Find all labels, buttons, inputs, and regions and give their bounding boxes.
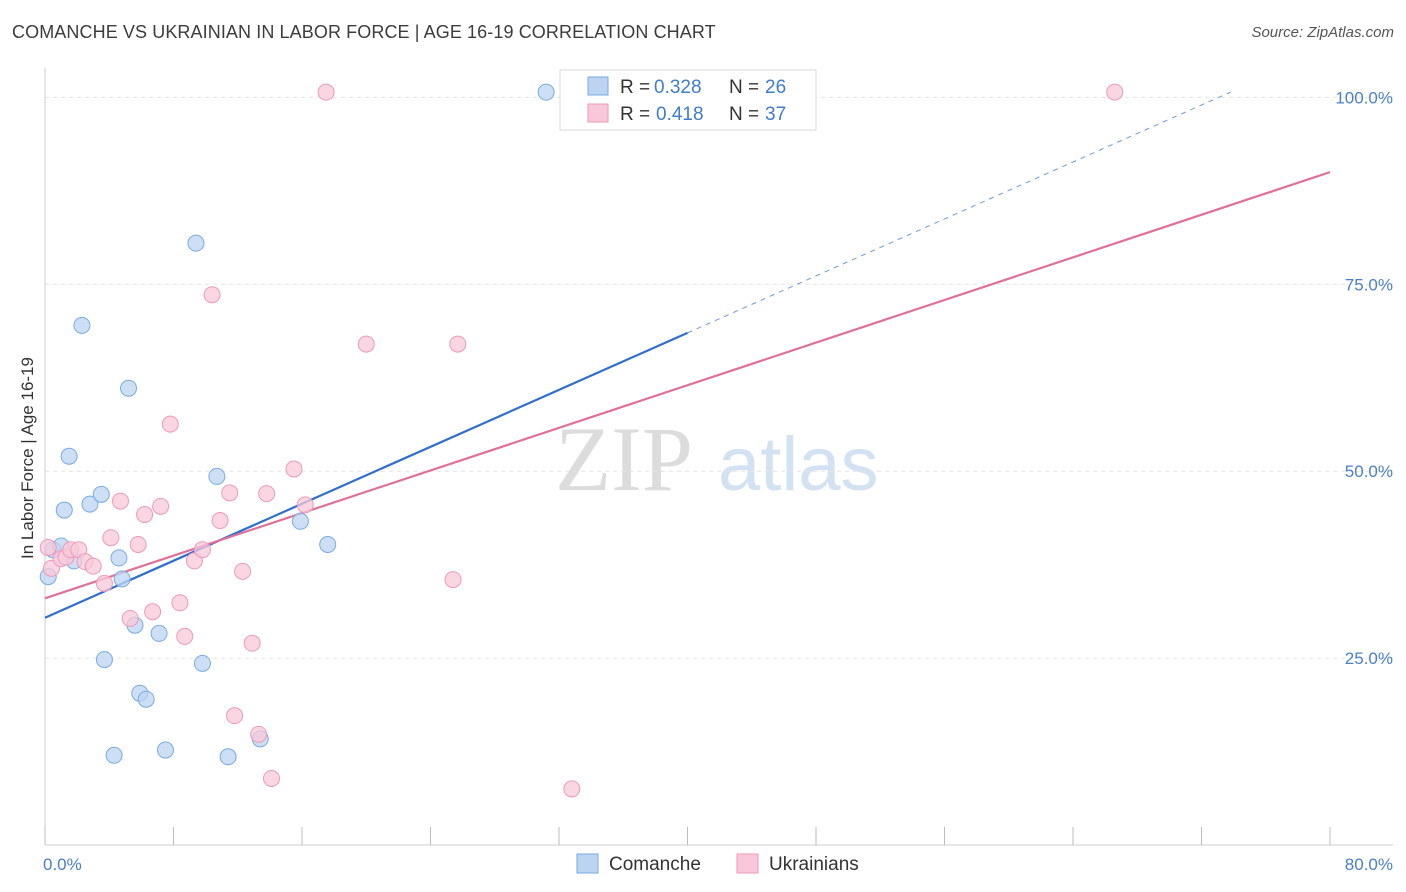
- stats-n-value-ukrainians: 37: [765, 104, 786, 125]
- point-0-10: [105, 746, 123, 764]
- point-1-22: [211, 512, 229, 530]
- point-0-7: [81, 495, 99, 513]
- trend-lines: [44, 91, 1331, 619]
- y-tick-label-25: 25.0%: [1345, 649, 1393, 668]
- point-1-12: [129, 535, 147, 553]
- point-1-28: [258, 485, 276, 503]
- axes: [44, 68, 1393, 846]
- trend-line-1: [44, 171, 1331, 600]
- point-1-25: [234, 562, 252, 580]
- point-0-8: [92, 485, 110, 503]
- point-0-13: [120, 379, 138, 397]
- point-0-20: [193, 654, 211, 672]
- point-0-12: [113, 570, 131, 588]
- stats-legend: R = 0.328 N = 26 R = 0.418 N = 37: [559, 69, 817, 131]
- stats-r-value-ukrainians: 0.418: [656, 104, 704, 125]
- stats-r-value-comanche: 0.328: [654, 77, 702, 98]
- y-tick-label-100: 100.0%: [1335, 88, 1393, 107]
- point-0-22: [219, 748, 237, 766]
- point-0-25: [319, 535, 337, 553]
- point-1-8: [95, 574, 113, 592]
- legend-swatch-comanche: [576, 853, 599, 874]
- data-points: [39, 83, 1124, 798]
- series-legend: Comanche Ukrainians: [576, 853, 859, 875]
- point-1-9: [102, 529, 120, 547]
- point-1-31: [296, 496, 314, 514]
- y-tick-label-75: 75.0%: [1345, 275, 1393, 294]
- legend-label-comanche: Comanche: [609, 854, 701, 875]
- stats-r-label-comanche: R =: [620, 77, 650, 98]
- point-0-21: [208, 467, 226, 485]
- stats-n-value-comanche: 26: [765, 77, 786, 98]
- point-0-18: [156, 741, 174, 759]
- point-1-18: [176, 627, 194, 645]
- trend-line-0: [44, 331, 688, 619]
- stats-swatch-ukrainians: [587, 103, 609, 123]
- watermark: ZIP atlas: [555, 408, 879, 510]
- point-1-7: [84, 557, 102, 575]
- stats-n-label-comanche: N =: [729, 77, 759, 98]
- point-0-6: [73, 316, 91, 334]
- point-0-4: [60, 447, 78, 465]
- point-0-3: [55, 501, 73, 519]
- point-1-15: [152, 497, 170, 515]
- stats-n-label-ukrainians: N =: [729, 104, 759, 125]
- point-0-19: [187, 234, 205, 252]
- watermark-zip: ZIP: [555, 408, 693, 510]
- point-0-11: [110, 549, 128, 567]
- x-tick-label-0: 0.0%: [43, 855, 82, 874]
- stats-swatch-comanche: [587, 76, 609, 96]
- point-1-36: [563, 780, 581, 798]
- point-0-17: [150, 624, 168, 642]
- point-1-30: [285, 460, 303, 478]
- y-tick-label-50: 50.0%: [1345, 462, 1393, 481]
- point-1-10: [111, 492, 129, 510]
- point-1-37: [1106, 83, 1124, 101]
- point-1-24: [226, 707, 244, 725]
- point-1-26: [243, 634, 261, 652]
- point-1-21: [203, 286, 221, 304]
- x-tick-label-1: 80.0%: [1345, 855, 1393, 874]
- point-0-24: [291, 512, 309, 530]
- point-1-34: [444, 571, 462, 589]
- point-0-26: [537, 83, 555, 101]
- point-0-9: [95, 651, 113, 669]
- point-1-27: [250, 725, 268, 743]
- legend-label-ukrainians: Ukrainians: [769, 854, 859, 875]
- point-1-35: [449, 335, 467, 353]
- point-1-16: [161, 415, 179, 433]
- source-label: Source: ZipAtlas.com: [1251, 24, 1394, 41]
- point-1-23: [221, 484, 239, 502]
- watermark-atlas: atlas: [718, 422, 879, 507]
- trend-line-extension-0: [687, 91, 1231, 334]
- point-1-29: [262, 769, 280, 787]
- chart-title: COMANCHE VS UKRAINIAN IN LABOR FORCE | A…: [12, 22, 716, 42]
- tick-labels: 25.0% 50.0% 75.0% 100.0% 0.0% 80.0%: [43, 88, 1393, 874]
- point-0-16: [137, 690, 155, 708]
- point-1-17: [171, 594, 189, 612]
- point-1-20: [193, 541, 211, 559]
- point-1-32: [317, 83, 335, 101]
- point-1-33: [357, 335, 375, 353]
- legend-swatch-ukrainians: [736, 853, 759, 874]
- point-1-11: [121, 609, 139, 627]
- point-1-0: [39, 538, 57, 556]
- stats-r-label-ukrainians: R =: [620, 104, 650, 125]
- point-1-13: [136, 506, 154, 524]
- point-1-14: [144, 603, 162, 621]
